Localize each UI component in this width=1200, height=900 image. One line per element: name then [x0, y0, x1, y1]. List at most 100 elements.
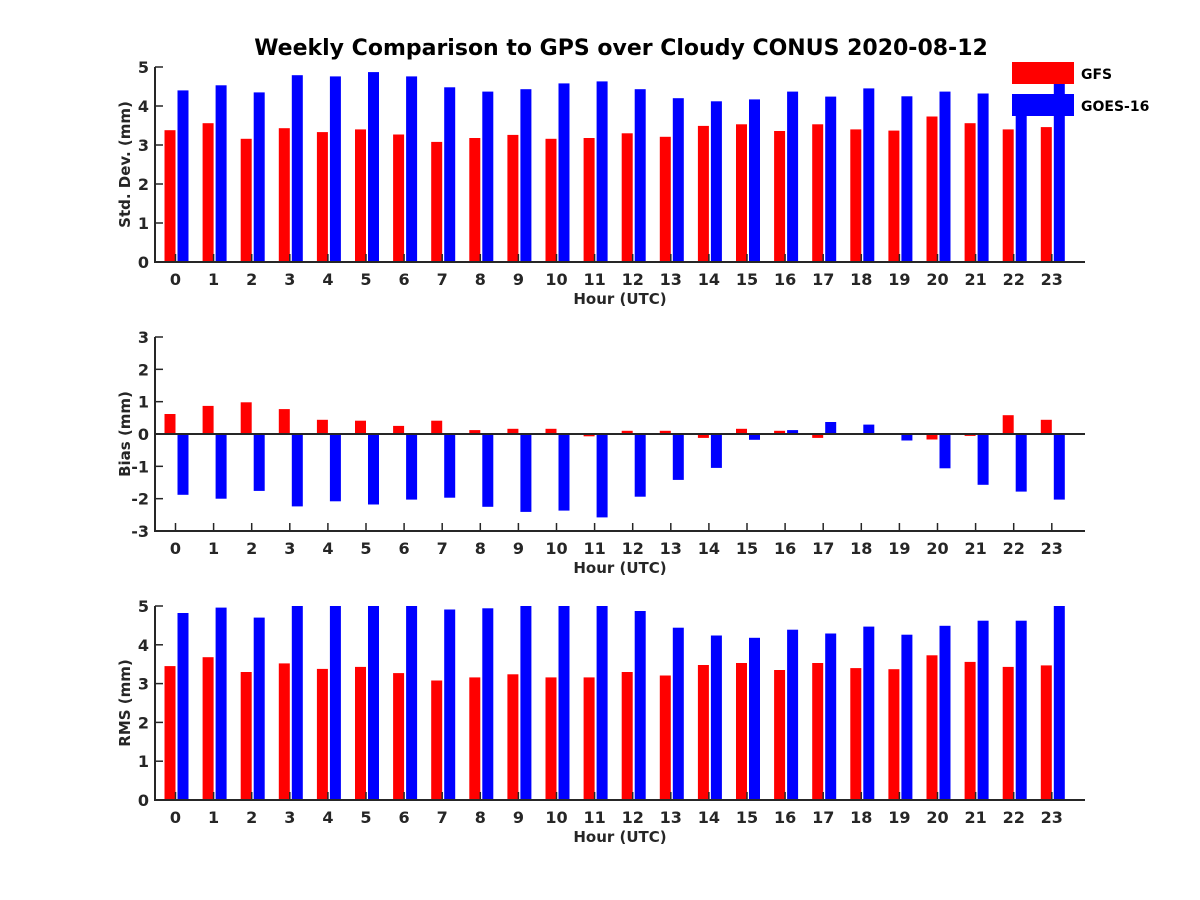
bias-bar-goes-16-4 — [329, 434, 341, 502]
rms-bar-gfs-12 — [621, 672, 633, 800]
stddev-y-tick-label: 3 — [138, 136, 149, 155]
stddev-bar-goes-16-17 — [825, 96, 837, 262]
bias-y-tick-label: 3 — [138, 328, 149, 347]
stddev-x-tick-label: 5 — [360, 270, 371, 289]
stddev-x-tick-label: 6 — [399, 270, 410, 289]
bias-bar-goes-16-11 — [596, 434, 608, 518]
bias-bar-goes-16-3 — [291, 434, 303, 507]
bias-y-tick-label: 0 — [138, 425, 149, 444]
bias-y-axis-label: Bias (mm) — [116, 391, 134, 477]
rms-bar-gfs-21 — [964, 661, 976, 800]
stddev-bar-goes-16-20 — [939, 91, 951, 262]
stddev-bar-goes-16-10 — [558, 83, 570, 263]
stddev-bar-gfs-14 — [697, 125, 709, 263]
stddev-x-tick-label: 23 — [1041, 270, 1063, 289]
rms-x-tick-label: 8 — [475, 808, 486, 827]
bias-y-tick-label: -1 — [131, 457, 149, 476]
rms-bar-goes-16-23 — [1053, 606, 1065, 800]
rms-x-tick-label: 23 — [1041, 808, 1063, 827]
rms-bar-goes-16-22 — [1015, 620, 1027, 800]
rms-y-axis-label: RMS (mm) — [116, 659, 134, 746]
bias-bar-gfs-1 — [202, 405, 214, 434]
legend-swatch-gfs — [1012, 62, 1074, 84]
bias-bar-gfs-6 — [393, 425, 405, 434]
rms-bar-goes-16-7 — [444, 609, 456, 800]
rms-y-tick-label: 2 — [138, 713, 149, 732]
rms-bar-gfs-15 — [736, 663, 747, 800]
bias-bar-gfs-14 — [697, 434, 709, 438]
bias-x-tick-label: 3 — [284, 539, 295, 558]
bias-bar-goes-16-5 — [368, 434, 379, 505]
rms-bar-gfs-5 — [355, 666, 366, 800]
stddev-x-tick-label: 11 — [583, 270, 605, 289]
bias-x-tick-label: 1 — [208, 539, 219, 558]
bias-bar-gfs-12 — [621, 430, 633, 434]
stddev-bar-goes-16-18 — [863, 88, 875, 263]
stddev-bar-goes-16-11 — [596, 81, 608, 263]
bias-y-tick-label: -2 — [131, 490, 149, 509]
stddev-x-tick-label: 19 — [888, 270, 910, 289]
bias-bar-gfs-9 — [507, 428, 519, 434]
stddev-x-tick-label: 0 — [170, 270, 181, 289]
stddev-bar-gfs-3 — [278, 128, 290, 262]
stddev-bar-gfs-22 — [1002, 129, 1014, 262]
stddev-bar-gfs-20 — [926, 116, 938, 262]
rms-bar-gfs-20 — [926, 655, 938, 800]
rms-x-tick-label: 20 — [926, 808, 948, 827]
bias-bar-gfs-16 — [774, 430, 786, 434]
rms-bar-gfs-2 — [240, 672, 252, 800]
bias-x-tick-label: 18 — [850, 539, 872, 558]
stddev-x-tick-label: 20 — [926, 270, 948, 289]
bias-x-tick-label: 13 — [660, 539, 682, 558]
bias-x-tick-label: 23 — [1041, 539, 1063, 558]
bias-bar-gfs-2 — [240, 402, 252, 434]
stddev-bar-gfs-16 — [774, 131, 786, 262]
bias-bar-gfs-7 — [431, 420, 443, 434]
bias-bar-goes-16-1 — [215, 434, 227, 499]
rms-y-tick-label: 4 — [138, 636, 149, 655]
bias-x-tick-label: 6 — [399, 539, 410, 558]
stddev-bar-goes-16-23 — [1053, 78, 1065, 262]
rms-bar-gfs-1 — [202, 657, 214, 800]
rms-x-tick-label: 17 — [812, 808, 834, 827]
bias-bar-gfs-23 — [1040, 419, 1052, 434]
rms-bar-goes-16-12 — [634, 611, 646, 800]
rms-x-tick-label: 10 — [545, 808, 567, 827]
stddev-x-tick-label: 13 — [660, 270, 682, 289]
rms-bar-gfs-11 — [583, 677, 595, 800]
stddev-bar-gfs-7 — [431, 141, 443, 262]
bias-bar-goes-16-6 — [406, 434, 418, 500]
bias-bar-gfs-10 — [545, 428, 557, 434]
stddev-bar-gfs-1 — [202, 123, 214, 262]
bias-x-axis-label: Hour (UTC) — [573, 559, 666, 577]
bias-bar-goes-16-13 — [672, 434, 684, 480]
bias-bar-goes-16-10 — [558, 434, 570, 511]
stddev-bar-goes-16-5 — [368, 72, 379, 262]
bias-bar-goes-16-17 — [825, 422, 837, 434]
bias-bar-gfs-3 — [278, 409, 290, 434]
stddev-x-tick-label: 9 — [513, 270, 524, 289]
stddev-bar-goes-16-14 — [710, 101, 722, 262]
legend: GFS GOES-16 — [1012, 62, 1149, 116]
bias-x-tick-label: 20 — [926, 539, 948, 558]
bias-bar-gfs-8 — [469, 430, 481, 434]
stddev-x-tick-label: 8 — [475, 270, 486, 289]
bias-bar-goes-16-18 — [863, 424, 875, 434]
bias-x-tick-label: 21 — [964, 539, 986, 558]
rms-bar-goes-16-10 — [558, 606, 570, 800]
rms-bar-goes-16-11 — [596, 606, 608, 800]
bias-bar-goes-16-2 — [253, 434, 265, 491]
bias-bar-gfs-20 — [926, 434, 938, 440]
stddev-bar-gfs-4 — [316, 132, 328, 262]
bias-bar-goes-16-7 — [444, 434, 456, 498]
bias-bar-gfs-0 — [164, 414, 176, 434]
stddev-y-tick-label: 5 — [138, 58, 149, 77]
rms-bar-gfs-0 — [164, 666, 176, 800]
stddev-bar-goes-16-21 — [977, 93, 989, 262]
rms-x-tick-label: 12 — [622, 808, 644, 827]
rms-x-tick-label: 18 — [850, 808, 872, 827]
bias-x-tick-label: 4 — [322, 539, 333, 558]
stddev-bar-goes-16-1 — [215, 85, 227, 262]
